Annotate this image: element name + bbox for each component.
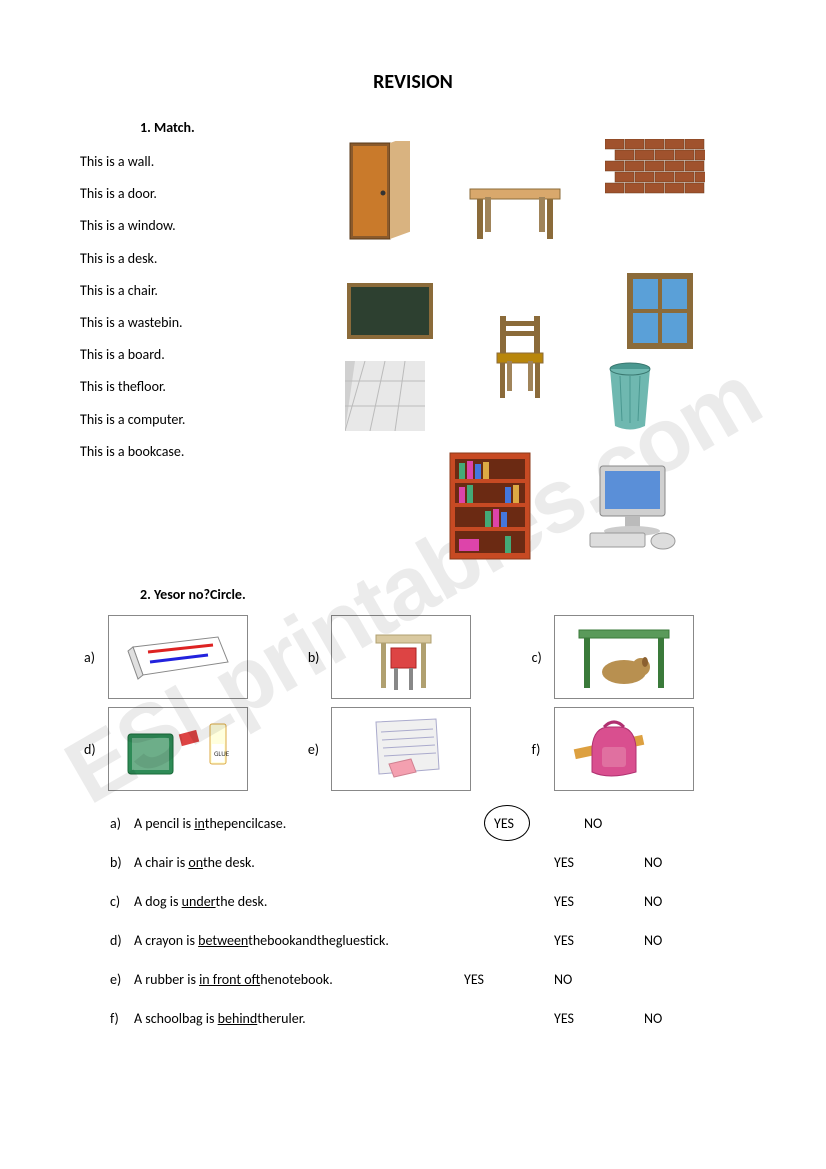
wastebin-icon (600, 356, 660, 436)
match-item-1: This is a door. (80, 178, 185, 210)
answer-yes[interactable]: YES (554, 893, 644, 910)
question-row-e: e)A rubber is in front ofthenotebook.YES… (110, 971, 746, 988)
board-icon (340, 276, 440, 346)
page-title: REVISION (80, 70, 746, 94)
question-letter: d) (110, 932, 134, 949)
wall-icon (600, 136, 710, 196)
question-text: A rubber is in front ofthenotebook. (134, 971, 494, 988)
question-letter: b) (110, 854, 134, 871)
question-letter: c) (110, 893, 134, 910)
question-text: A pencil is inthepencilcase. (134, 815, 494, 832)
notebook-eraser-icon (331, 707, 471, 791)
pencilcase-icon (108, 615, 248, 699)
grid-label-d: d) (84, 741, 100, 758)
dog-under-desk-icon (554, 615, 694, 699)
section-1-images (320, 136, 740, 576)
match-item-4: This is a chair. (80, 275, 185, 307)
grid-label-f: f) (532, 741, 546, 758)
schoolbag-ruler-icon (554, 707, 694, 791)
answer-yes[interactable]: YES (494, 815, 584, 832)
desk-chair-icon (331, 615, 471, 699)
bookcase-icon (440, 446, 540, 566)
question-letter: e) (110, 971, 134, 988)
circled-answer (484, 805, 530, 841)
answer-no[interactable]: NO (584, 815, 644, 832)
section-2-questions: a)A pencil is inthepencilcase.YESNOb)A c… (110, 815, 746, 1027)
computer-icon (580, 456, 690, 556)
table-icon (460, 176, 570, 246)
section-2-grid: a) b) c) d) GLUE e) f) (84, 615, 746, 791)
book-glue-icon: GLUE (108, 707, 248, 791)
floor-icon (340, 356, 430, 436)
svg-text:GLUE: GLUE (214, 749, 230, 758)
grid-label-e: e) (308, 741, 324, 758)
window-icon (620, 266, 700, 356)
answer-no[interactable]: NO (644, 893, 704, 910)
question-row-d: d)A crayon is betweenthebookandthegluest… (110, 932, 746, 949)
answer-yes[interactable]: YES (554, 1010, 644, 1027)
question-text: A schoolbag is behindtheruler. (134, 1010, 494, 1027)
section-2-heading: 2. Yesor no?Circle. (140, 586, 746, 603)
question-row-b: b)A chair is onthe desk. YESNO (110, 854, 746, 871)
match-item-7: This is thefloor. (80, 371, 185, 403)
question-row-c: c)A dog is underthe desk. YESNO (110, 893, 746, 910)
grid-label-b: b) (308, 649, 324, 666)
question-text: A crayon is betweenthebookandthegluestic… (134, 932, 494, 949)
question-letter: f) (110, 1010, 134, 1027)
door-icon (340, 136, 420, 246)
question-letter: a) (110, 815, 134, 832)
match-item-6: This is a board. (80, 339, 185, 371)
chair-icon (480, 306, 560, 406)
question-text: A dog is underthe desk. (134, 893, 494, 910)
section-1-container: This is a wall.This is a door.This is a … (80, 146, 746, 576)
grid-label-c: c) (532, 649, 546, 666)
match-item-9: This is a bookcase. (80, 436, 185, 468)
match-item-0: This is a wall. (80, 146, 185, 178)
answer-no[interactable]: NO (554, 971, 614, 988)
answer-yes[interactable]: YES (554, 854, 644, 871)
answer-yes[interactable]: YES (554, 932, 644, 949)
answer-no[interactable]: NO (644, 854, 704, 871)
section-1-heading: 1. Match. (140, 119, 746, 136)
match-item-2: This is a window. (80, 210, 185, 242)
question-row-a: a)A pencil is inthepencilcase.YESNO (110, 815, 746, 832)
answer-no[interactable]: NO (644, 932, 704, 949)
answer-no[interactable]: NO (644, 1010, 704, 1027)
match-item-3: This is a desk. (80, 243, 185, 275)
match-item-5: This is a wastebin. (80, 307, 185, 339)
question-row-f: f)A schoolbag is behindtheruler. YESNO (110, 1010, 746, 1027)
answer-yes[interactable]: YES (464, 971, 554, 988)
match-item-8: This is a computer. (80, 404, 185, 436)
question-text: A chair is onthe desk. (134, 854, 494, 871)
grid-label-a: a) (84, 649, 100, 666)
section-1-list: This is a wall.This is a door.This is a … (80, 146, 185, 468)
